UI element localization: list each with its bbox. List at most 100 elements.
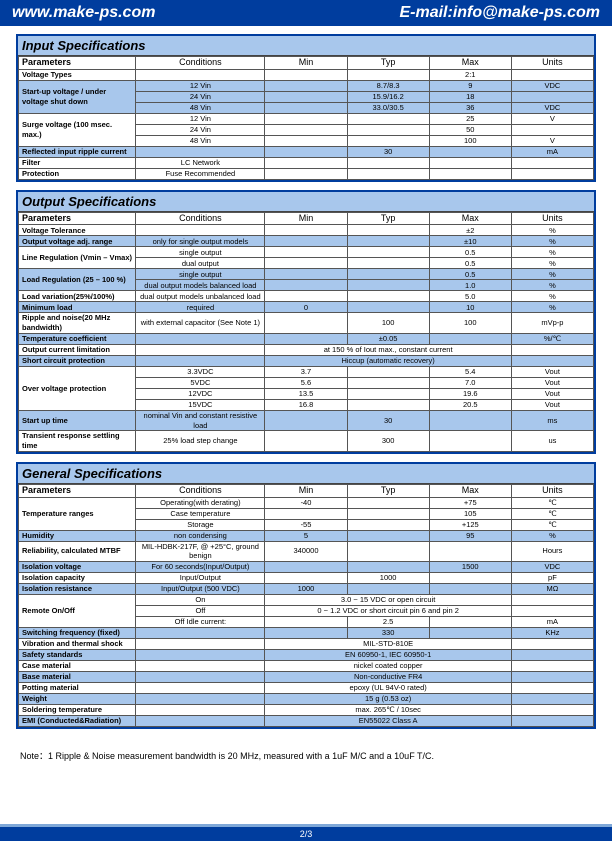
min-cell [265,269,347,280]
table-header: Max [429,484,511,497]
max-cell: ±2 [429,225,511,236]
cond-cell: For 60 seconds(Input/Output) [136,562,265,573]
unit-cell: % [511,280,593,291]
typ-cell [347,541,429,562]
param-cell: Isolation voltage [19,562,136,573]
general-spec-title: General Specifications [18,464,594,484]
min-cell [265,508,347,519]
table-row: Humiditynon condensing595% [19,530,594,541]
min-cell [265,562,347,573]
typ-cell: ±0.05 [347,333,429,344]
span-cell: Hiccup (automatic recovery) [265,355,511,366]
cond-cell: LC Network [136,157,265,168]
cond-cell: Storage [136,519,265,530]
table-header: Max [429,57,511,70]
unit-cell: ℃ [511,497,593,508]
cond-cell: dual output models unbalanced load [136,291,265,302]
cond-cell: 15VDC [136,399,265,410]
cond-cell [136,694,265,705]
unit-cell: MΩ [511,584,593,595]
website-label: www.make-ps.com [12,4,155,22]
table-header: Units [511,57,593,70]
unit-cell: % [511,236,593,247]
table-row: ProtectionFuse Recommended [19,168,594,179]
param-cell: Weight [19,694,136,705]
unit-cell [511,157,593,168]
cond-cell [136,333,265,344]
table-row: Over voltage protection3.3VDC3.75.4Vout [19,366,594,377]
table-row: Output current limitationat 150 % of Iou… [19,344,594,355]
param-cell: Load variation(25%/100%) [19,291,136,302]
span-cell: at 150 % of Iout max., constant current [265,344,511,355]
typ-cell: 330 [347,628,429,639]
typ-cell [347,302,429,313]
table-header: Typ [347,484,429,497]
max-cell: 2:1 [429,69,511,80]
table-row: FilterLC Network [19,157,594,168]
min-cell [265,135,347,146]
email-label: E-mail:info@make-ps.com [399,4,600,22]
typ-cell: 30 [347,146,429,157]
cond-cell [136,639,265,650]
span-cell: MIL-STD-810E [265,639,511,650]
unit-cell [511,606,593,617]
typ-cell [347,269,429,280]
param-cell: Soldering temperature [19,705,136,716]
typ-cell: 300 [347,431,429,452]
typ-cell [347,124,429,135]
typ-cell [347,236,429,247]
max-cell [429,146,511,157]
span-cell: 3.0 ~ 15 VDC or open circuit [265,595,511,606]
span-cell: EN55022 Class A [265,716,511,727]
min-cell [265,280,347,291]
typ-cell [347,377,429,388]
page-number: 2/3 [300,829,313,839]
cond-cell [136,661,265,672]
param-cell: Start up time [19,410,136,431]
max-cell [429,168,511,179]
min-cell: -55 [265,519,347,530]
cond-cell [136,355,265,366]
max-cell: 5.4 [429,366,511,377]
param-cell: Temperature ranges [19,497,136,530]
param-cell: Vibration and thermal shock [19,639,136,650]
min-cell [265,410,347,431]
page-footer: 2/3 [0,824,612,841]
span-cell: epoxy (UL 94V-0 rated) [265,683,511,694]
max-cell [429,410,511,431]
unit-cell [511,683,593,694]
min-cell [265,617,347,628]
max-cell [429,431,511,452]
typ-cell: 2.5 [347,617,429,628]
max-cell: 50 [429,124,511,135]
cond-cell: Input/Output (500 VDC) [136,584,265,595]
page-header: www.make-ps.com E-mail:info@make-ps.com [0,0,612,26]
min-cell: 340000 [265,541,347,562]
min-cell: 5.6 [265,377,347,388]
typ-cell [347,519,429,530]
table-header: Min [265,57,347,70]
cond-cell [136,716,265,727]
unit-cell: Hours [511,541,593,562]
table-row: Weight15 g (0.53 oz) [19,694,594,705]
cond-cell [136,650,265,661]
param-cell: Reflected input ripple current [19,146,136,157]
param-cell: Load Regulation (25 – 100 %) [19,269,136,291]
cond-cell [136,225,265,236]
cond-cell: dual output [136,258,265,269]
table-header: Conditions [136,212,265,225]
typ-cell [347,69,429,80]
input-spec-title: Input Specifications [18,36,594,56]
param-cell: Switching frequency (fixed) [19,628,136,639]
unit-cell: % [511,269,593,280]
typ-cell: 100 [347,313,429,334]
unit-cell [511,716,593,727]
param-cell: Isolation capacity [19,573,136,584]
span-cell: 0 ~ 1.2 VDC or short circuit pin 6 and p… [265,606,511,617]
typ-cell [347,168,429,179]
max-cell: 0.5 [429,269,511,280]
max-cell [429,333,511,344]
param-cell: Start-up voltage / under voltage shut do… [19,80,136,113]
unit-cell: %/℃ [511,333,593,344]
min-cell [265,573,347,584]
